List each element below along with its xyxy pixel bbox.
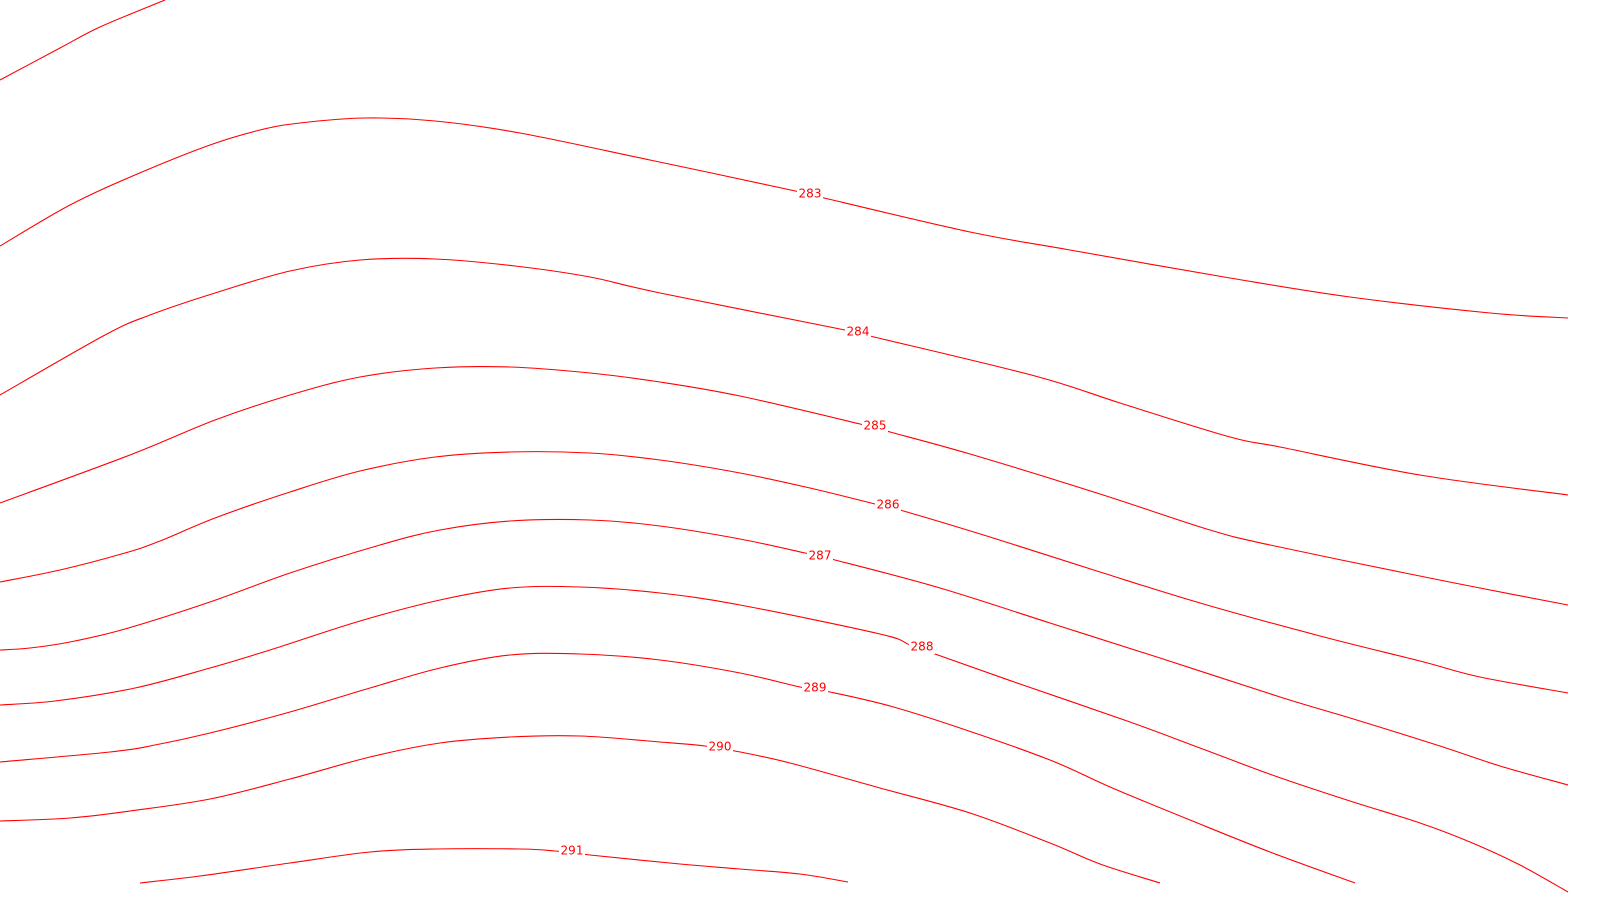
- contour-label-287: 287: [809, 549, 832, 563]
- contour-label-background: [559, 844, 585, 858]
- contour-line-c-top: [0, 0, 166, 81]
- contour-label-291: 291: [561, 844, 584, 858]
- contour-label-286: 286: [877, 498, 900, 512]
- contour-label-background: [845, 325, 871, 339]
- contour-label-289: 289: [804, 681, 827, 695]
- contour-line-289: [0, 652, 1356, 884]
- contour-lines-group: [0, 0, 1569, 893]
- contour-line-290: [0, 735, 1161, 884]
- contour-line-287: [0, 518, 1569, 786]
- contour-label-background: [802, 681, 828, 695]
- contour-label-288: 288: [911, 640, 934, 654]
- contour-label-283: 283: [799, 187, 822, 201]
- contour-line-291: [139, 848, 849, 884]
- contour-label-background: [909, 640, 935, 654]
- contour-line-284: [0, 257, 1569, 496]
- contour-label-background: [807, 549, 833, 563]
- contour-label-background: [875, 498, 901, 512]
- contour-line-285: [0, 365, 1569, 606]
- contour-label-284: 284: [847, 325, 870, 339]
- contour-label-background: [707, 740, 733, 754]
- contour-label-background: [797, 187, 823, 201]
- contour-line-283: [0, 117, 1569, 319]
- contour-label-background: [862, 419, 888, 433]
- contour-label-285: 285: [864, 419, 887, 433]
- contour-labels-group: 283 284 285 286 287 288 289 290 291: [559, 187, 935, 858]
- contour-line-288: [0, 585, 1569, 893]
- contour-line-286: [0, 451, 1569, 694]
- contour-label-290: 290: [709, 740, 732, 754]
